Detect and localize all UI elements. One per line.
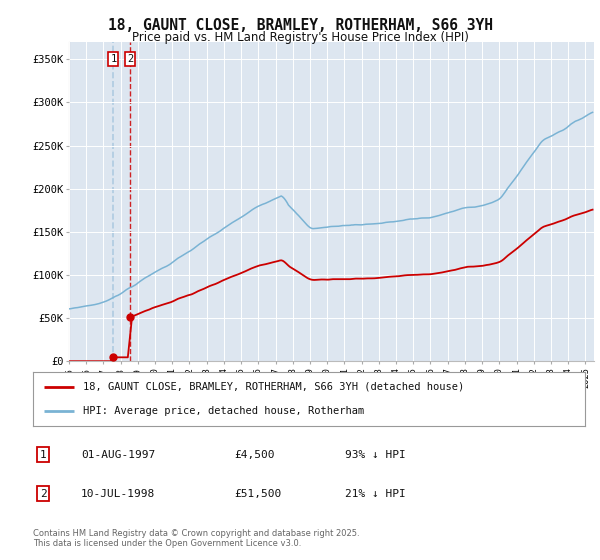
Text: 2: 2 [127,54,133,64]
Text: 21% ↓ HPI: 21% ↓ HPI [345,489,406,499]
Text: HPI: Average price, detached house, Rotherham: HPI: Average price, detached house, Roth… [83,406,364,416]
Text: Price paid vs. HM Land Registry's House Price Index (HPI): Price paid vs. HM Land Registry's House … [131,31,469,44]
Text: 1: 1 [40,450,47,460]
Text: 2: 2 [40,489,47,499]
Text: Contains HM Land Registry data © Crown copyright and database right 2025.
This d: Contains HM Land Registry data © Crown c… [33,529,359,548]
Text: 10-JUL-1998: 10-JUL-1998 [81,489,155,499]
Text: 1: 1 [110,54,116,64]
Text: 01-AUG-1997: 01-AUG-1997 [81,450,155,460]
Text: £51,500: £51,500 [234,489,281,499]
Text: 18, GAUNT CLOSE, BRAMLEY, ROTHERHAM, S66 3YH (detached house): 18, GAUNT CLOSE, BRAMLEY, ROTHERHAM, S66… [83,382,464,392]
Text: £4,500: £4,500 [234,450,275,460]
Text: 93% ↓ HPI: 93% ↓ HPI [345,450,406,460]
Text: 18, GAUNT CLOSE, BRAMLEY, ROTHERHAM, S66 3YH: 18, GAUNT CLOSE, BRAMLEY, ROTHERHAM, S66… [107,18,493,33]
